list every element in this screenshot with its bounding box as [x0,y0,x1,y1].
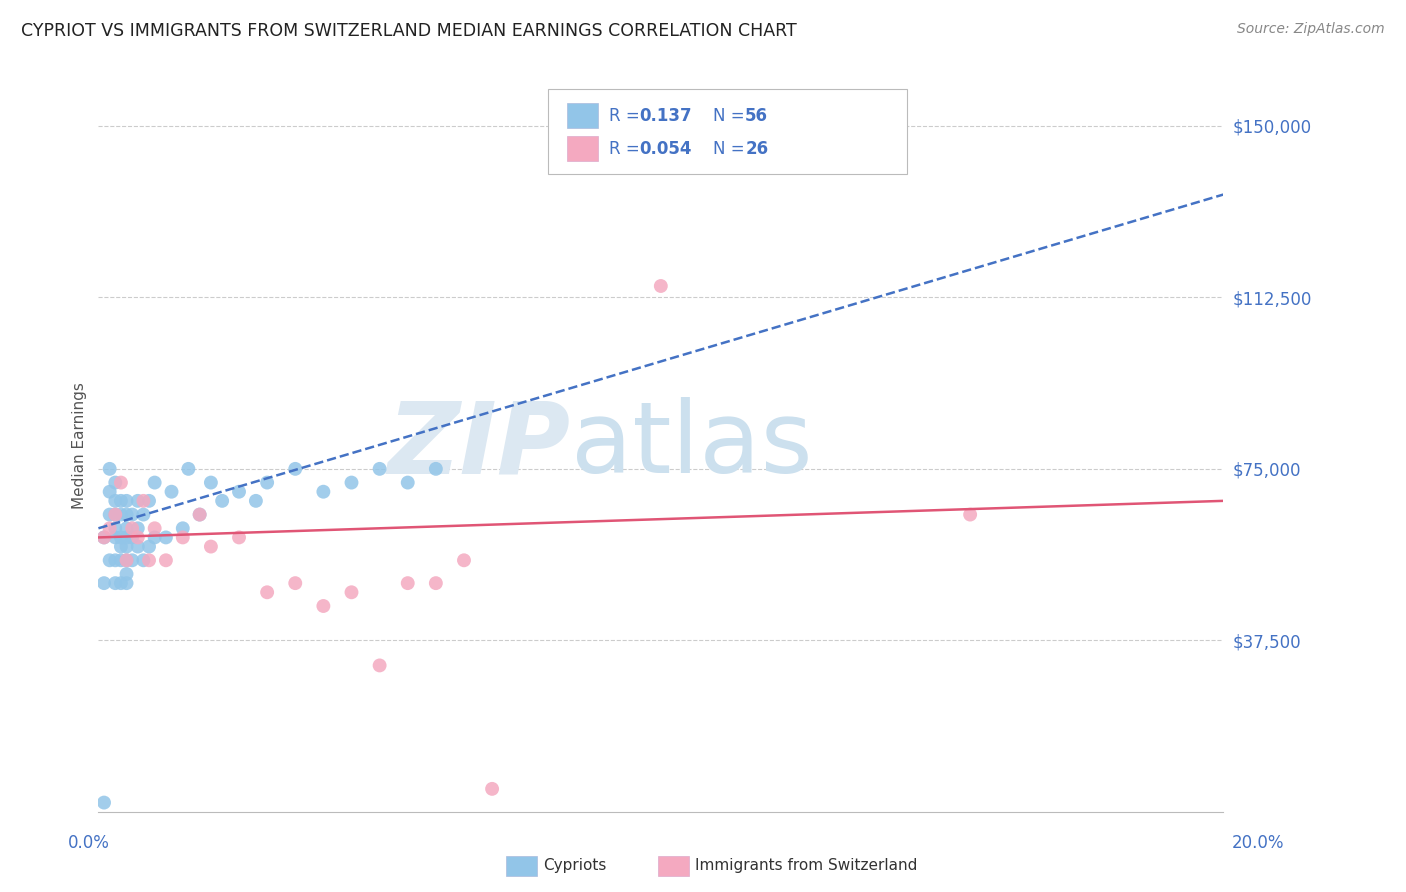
Point [110,475,132,490]
Point [132,493,155,508]
Point [121,553,143,567]
Point [127,521,149,535]
Point [121,521,143,535]
Point [211,493,233,508]
Y-axis label: Median Earnings: Median Earnings [72,383,87,509]
Point [115,508,138,522]
Point [228,530,250,544]
Point [138,493,160,508]
Point [143,521,166,535]
Point [132,508,155,522]
Point [312,484,335,499]
Point [110,493,132,508]
Text: Cypriots: Cypriots [543,858,606,872]
Point [110,553,132,567]
Text: CYPRIOT VS IMMIGRANTS FROM SWITZERLAND MEDIAN EARNINGS CORRELATION CHART: CYPRIOT VS IMMIGRANTS FROM SWITZERLAND M… [21,22,797,40]
Point [143,530,166,544]
Point [93,530,115,544]
Point [312,599,335,613]
Point [132,553,155,567]
Point [245,493,267,508]
Point [396,576,419,591]
Point [98,521,121,535]
Point [115,553,138,567]
Text: 0.137: 0.137 [640,107,692,125]
Point [104,475,127,490]
Point [425,462,447,476]
Point [200,475,222,490]
Point [110,576,132,591]
Point [650,279,672,293]
Point [98,508,121,522]
Text: N =: N = [713,107,749,125]
Point [200,540,222,554]
Point [425,576,447,591]
Point [104,576,127,591]
Text: 56: 56 [745,107,768,125]
Point [228,484,250,499]
Point [188,508,211,522]
Point [121,508,143,522]
Point [284,576,307,591]
Point [172,530,194,544]
Point [104,521,127,535]
Point [98,462,121,476]
Text: Immigrants from Switzerland: Immigrants from Switzerland [695,858,917,872]
Point [115,493,138,508]
Point [340,475,363,490]
Point [121,530,143,544]
Text: 20.0%: 20.0% [1232,834,1285,852]
Point [110,508,132,522]
Point [155,530,177,544]
Point [172,521,194,535]
Point [138,553,160,567]
Point [104,508,127,522]
Point [155,553,177,567]
Text: 0.0%: 0.0% [67,834,110,852]
Point [188,508,211,522]
Point [110,530,132,544]
Point [115,553,138,567]
Point [115,521,138,535]
Point [93,576,115,591]
Point [453,553,475,567]
Point [115,567,138,582]
Text: Source: ZipAtlas.com: Source: ZipAtlas.com [1237,22,1385,37]
Point [127,540,149,554]
Point [127,530,149,544]
Point [138,540,160,554]
Point [143,475,166,490]
Point [368,658,391,673]
Point [98,484,121,499]
Text: R =: R = [609,107,645,125]
Text: atlas: atlas [571,398,813,494]
Point [115,576,138,591]
Text: ZIP: ZIP [388,398,571,494]
Point [177,462,200,476]
Point [396,475,419,490]
Point [959,508,981,522]
Point [110,540,132,554]
Point [93,530,115,544]
Point [368,462,391,476]
Text: 0.054: 0.054 [640,140,692,158]
Point [256,475,278,490]
Point [340,585,363,599]
Text: N =: N = [713,140,749,158]
Point [104,553,127,567]
Point [127,493,149,508]
Point [104,493,127,508]
Point [104,530,127,544]
Point [115,540,138,554]
Point [115,530,138,544]
Point [481,781,503,796]
Point [256,585,278,599]
Point [104,508,127,522]
Point [160,484,183,499]
Text: R =: R = [609,140,645,158]
Point [98,553,121,567]
Point [284,462,307,476]
Text: 26: 26 [745,140,768,158]
Point [93,796,115,810]
